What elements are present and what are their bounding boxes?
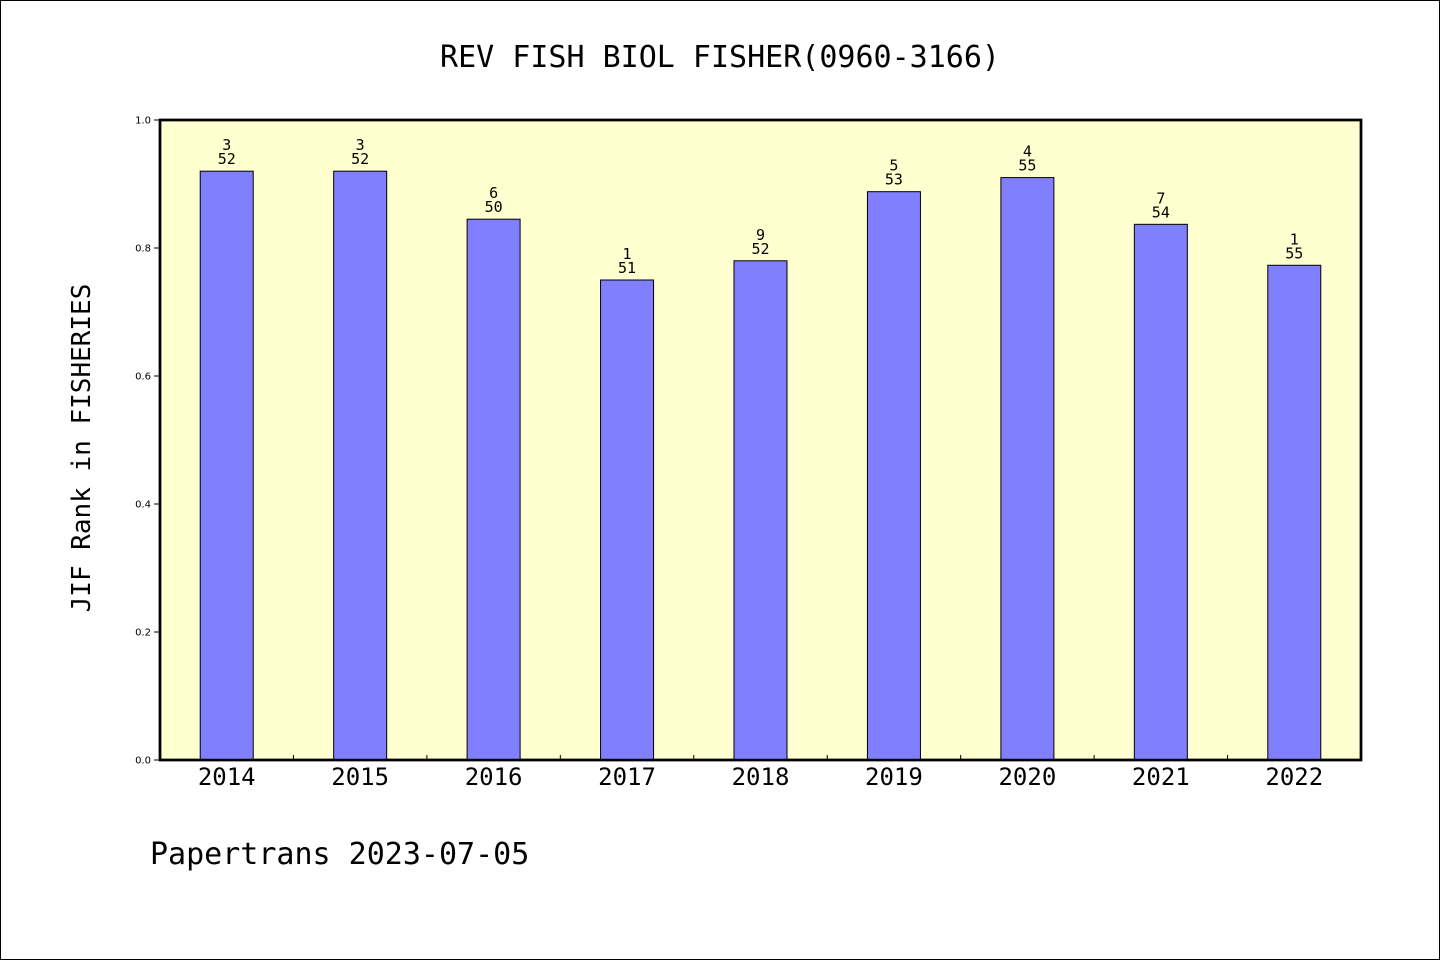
y-tick-label: 0.4 [135,500,151,511]
bars-group [199,170,1322,761]
bar-2016 [466,218,521,761]
x-tick-label: 2022 [1265,763,1323,791]
bar-label-total: 52 [218,150,236,168]
x-tick-label: 2017 [598,763,656,791]
y-tick-label: 1.0 [135,116,151,127]
bar-label-total: 51 [618,259,636,277]
bar-2022 [1267,264,1322,761]
footer-text: Papertrans 2023-07-05 [150,837,529,872]
bar-2021 [1133,223,1188,761]
bar-2015 [333,170,388,761]
x-tick-label: 2014 [198,763,256,791]
y-tick-label: 0.6 [135,372,151,383]
bar-label-total: 55 [1018,157,1036,175]
y-tick-label: 0.8 [135,244,151,255]
bar-label-rank: 4 [1023,143,1032,161]
bar-label-total: 54 [1152,203,1170,221]
bar-label-rank: 1 [1290,230,1299,248]
bar-label-rank: 9 [756,226,765,244]
x-tick-label: 2020 [998,763,1056,791]
bar-label-rank: 3 [356,136,365,154]
bar-label-rank: 3 [222,136,231,154]
bar-label-total: 53 [885,171,903,189]
bar-label-rank: 7 [1156,189,1165,207]
x-tick-label: 2021 [1132,763,1190,791]
bar-label-total: 55 [1285,244,1303,262]
x-tick-label: 2018 [732,763,790,791]
x-tick-label: 2019 [865,763,923,791]
bar-label-total: 50 [485,198,503,216]
x-tick-label: 2015 [331,763,389,791]
y-axis-label: JIF Rank in FISHERIES [67,284,97,613]
y-tick-label: 0.0 [135,756,151,767]
bar-2020 [1000,177,1055,761]
x-tick-label: 2016 [465,763,523,791]
bar-label-rank: 6 [489,184,498,202]
bar-2018 [733,260,788,761]
x-axis: 2014 2015 2016 2017 2018 2019 2020 2021 2022 [198,755,1323,791]
chart-title: REV FISH BIOL FISHER(0960-3166) [440,40,1000,75]
bar-2017 [600,279,655,761]
y-tick-label: 0.2 [135,628,151,639]
bar-label-rank: 5 [889,157,898,175]
bar-label-total: 52 [351,150,369,168]
plot-border [158,118,1363,762]
bar-2014 [199,170,254,761]
y-axis: 0.0 0.2 0.4 0.6 0.8 1.0 [135,116,160,767]
bar-label-total: 52 [751,240,769,258]
bar-2019 [866,191,921,761]
bar-label-rank: 1 [623,245,632,263]
